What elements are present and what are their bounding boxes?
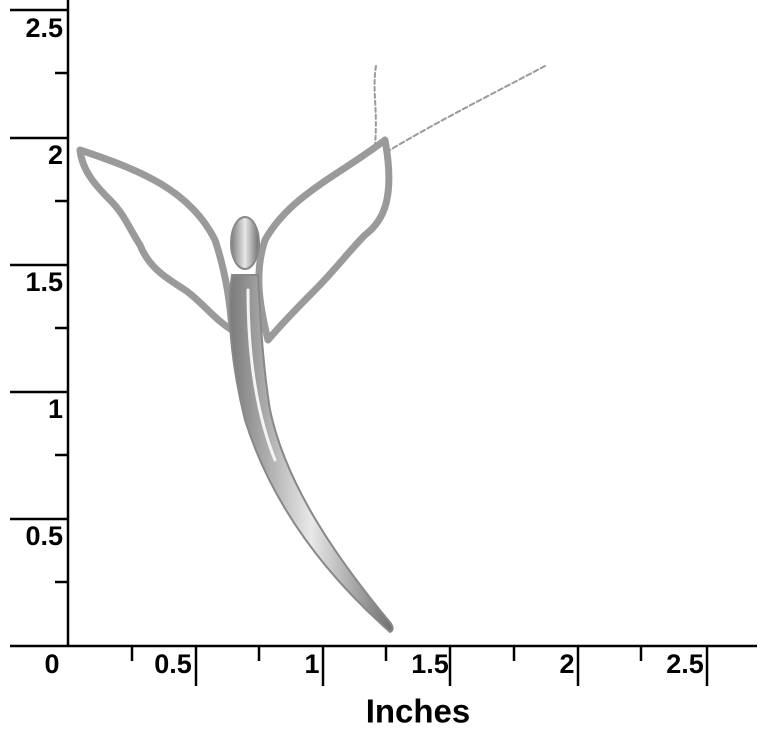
- x-label: 0: [44, 649, 59, 679]
- x-label: 2: [559, 649, 574, 679]
- y-label: 0.5: [25, 521, 63, 551]
- unit-label: Inches: [366, 693, 471, 730]
- y-ticks: [10, 8, 68, 584]
- y-label: 2: [48, 140, 63, 170]
- y-label: 1.5: [25, 267, 63, 297]
- x-label: 1.5: [411, 649, 449, 679]
- x-ticks: [130, 646, 709, 686]
- y-label: 1: [48, 394, 63, 424]
- x-label: 1: [304, 649, 319, 679]
- x-label: 2.5: [666, 649, 704, 679]
- ruler: 2.5 2 1.5 1 0.5 0 0.5 1 1.5 2 2.5 Inches: [10, 0, 757, 730]
- y-label: 2.5: [25, 13, 63, 43]
- pendant: [76, 65, 546, 634]
- x-label: 0.5: [154, 649, 192, 679]
